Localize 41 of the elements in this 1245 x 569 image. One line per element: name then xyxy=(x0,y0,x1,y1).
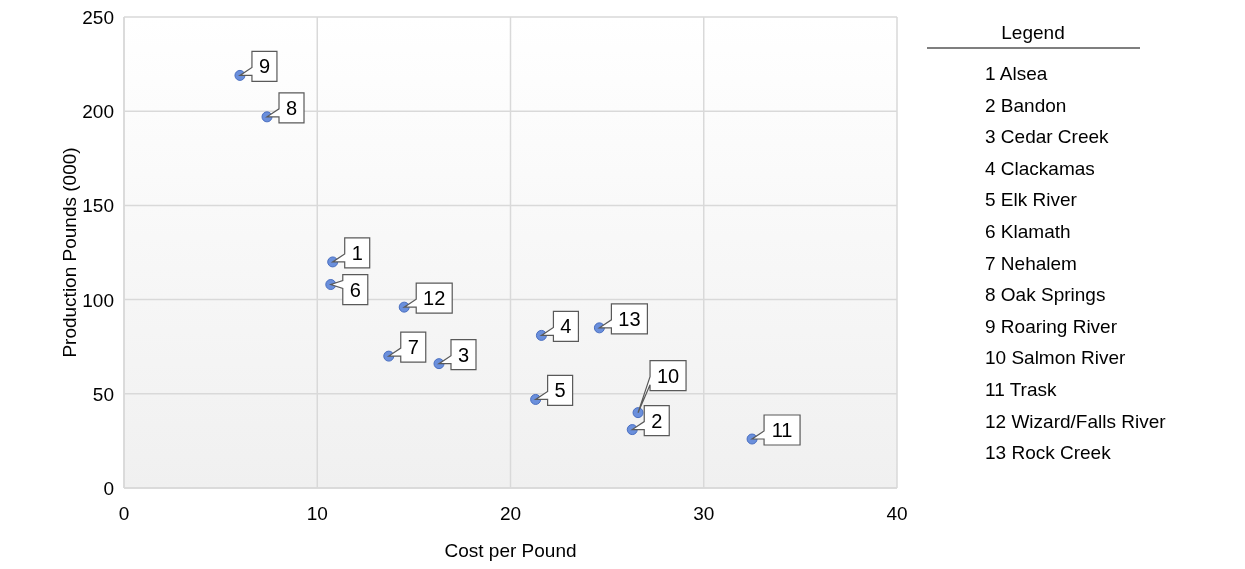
y-tick-label: 200 xyxy=(82,101,114,123)
annotation: 4 xyxy=(560,315,572,338)
x-tick-label: 30 xyxy=(693,503,715,524)
text: 2 Bandon xyxy=(985,94,1067,116)
x-tick-label: 40 xyxy=(886,503,908,524)
annotation: 1 xyxy=(351,241,363,264)
annotation: 2 xyxy=(651,409,663,432)
annotation: 10 xyxy=(656,364,680,387)
x-axis-title: Cost per Pound xyxy=(444,540,577,561)
text: 13 Rock Creek xyxy=(985,442,1112,464)
y-tick-label: 0 xyxy=(103,478,114,499)
text: 3 Cedar Creek xyxy=(985,126,1110,148)
text: 1 Alsea xyxy=(985,63,1048,84)
legend-title: Legend xyxy=(1001,22,1065,43)
text: 5 Elk River xyxy=(985,189,1078,211)
annotation: 6 xyxy=(349,278,361,301)
y-tick-label: 250 xyxy=(82,7,114,28)
point xyxy=(632,407,644,419)
annotation: 9 xyxy=(258,55,271,78)
y-tick-label: 150 xyxy=(82,195,114,217)
text: 9 Roaring River xyxy=(985,315,1118,337)
text: 11 Trask xyxy=(985,379,1057,400)
annotation: 7 xyxy=(407,336,419,359)
y-tick-label: 100 xyxy=(82,289,114,311)
annotation: 3 xyxy=(457,343,470,366)
annotation: 13 xyxy=(618,307,641,330)
x-tick-label: 0 xyxy=(118,503,130,524)
y-tick-label: 50 xyxy=(92,383,114,405)
text: 6 Klamath xyxy=(985,221,1071,242)
text: 4 Clackamas xyxy=(985,157,1095,179)
text: 12 Wizard/Falls River xyxy=(985,410,1167,432)
y-axis-title: Production Pounds (000) xyxy=(59,147,80,358)
annotation: 12 xyxy=(423,287,446,310)
annotation: 8 xyxy=(285,96,298,119)
x-tick-label: 10 xyxy=(306,503,328,524)
x-tick-label: 20 xyxy=(499,503,522,524)
text: 8 Oak Springs xyxy=(985,284,1106,306)
annotation: 11 xyxy=(771,419,793,442)
text: 10 Salmon River xyxy=(985,347,1127,369)
annotation: 5 xyxy=(554,379,566,402)
text: 7 Nehalem xyxy=(985,252,1077,274)
